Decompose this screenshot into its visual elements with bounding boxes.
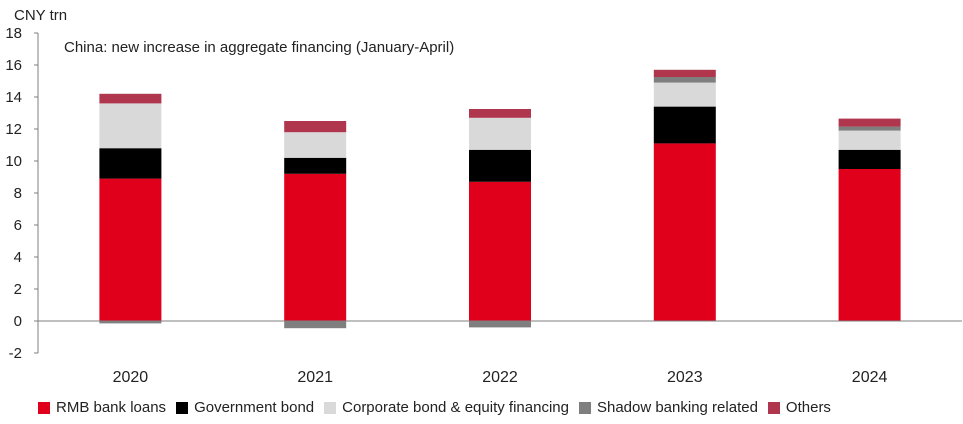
- bar-segment: [284, 132, 347, 158]
- y-tick-label: 0: [14, 313, 22, 330]
- bar-segment: [838, 118, 901, 127]
- bar-segment: [469, 117, 531, 150]
- bar-segment: [284, 157, 347, 174]
- stacked-bar-chart: CNY trn China: new increase in aggregate…: [5, 7, 962, 386]
- legend-item: Others: [767, 399, 831, 416]
- axis-layer: [34, 32, 39, 354]
- legend-item: Corporate bond & equity financing: [324, 399, 569, 416]
- x-category-label: 2020: [113, 369, 149, 386]
- bar-segment: [653, 143, 716, 321]
- y-tick-label: 8: [14, 185, 22, 202]
- legend-label: Shadow banking related: [596, 399, 758, 416]
- y-tick-label: 10: [5, 153, 22, 170]
- unit-label: CNY trn: [14, 7, 67, 24]
- y-tick-label: 14: [5, 89, 22, 106]
- y-tick-label: 2: [14, 281, 22, 298]
- bar-segment: [284, 173, 347, 321]
- y-tick-label: -2: [9, 345, 22, 362]
- x-category-label: 2023: [667, 369, 703, 386]
- legend-item: RMB bank loans: [38, 399, 166, 416]
- legend: RMB bank loans Government bond Corporate b…: [38, 399, 841, 416]
- bar-segment: [838, 169, 901, 321]
- y-tick-label: 6: [14, 217, 22, 234]
- legend-swatch: [176, 401, 189, 414]
- bar-segment: [653, 82, 716, 107]
- legend-label: RMB bank loans: [56, 399, 167, 416]
- bar-segment: [653, 69, 716, 77]
- bar-segment: [469, 321, 531, 328]
- bar-segment: [653, 77, 716, 83]
- legend-swatch: [38, 401, 50, 414]
- bar-segment: [99, 148, 162, 179]
- y-tick-label: 16: [5, 57, 22, 74]
- legend-swatch: [767, 401, 780, 414]
- chart-title: China: new increase in aggregate financi…: [64, 39, 454, 56]
- bar-segment: [838, 149, 901, 169]
- bar-segment: [284, 121, 347, 133]
- bar-segment: [284, 321, 347, 329]
- bar-segment: [469, 149, 531, 182]
- x-category-label: 2024: [852, 369, 888, 386]
- y-tick-label: 4: [14, 249, 22, 266]
- bar-segment: [99, 93, 162, 104]
- y-tick-label: 12: [5, 121, 22, 138]
- legend-label: Others: [785, 399, 831, 416]
- legend-swatch: [324, 401, 337, 414]
- bar-segment: [653, 106, 716, 144]
- legend-label: Corporate bond & equity financing: [342, 399, 569, 416]
- bar-segment: [469, 181, 531, 321]
- bar-segment: [99, 178, 162, 321]
- legend-label: Government bond: [194, 399, 315, 416]
- legend-item: Government bond: [176, 399, 314, 416]
- text-layer: CNY trn China: new increase in aggregate…: [5, 7, 887, 386]
- y-tick-label: 18: [5, 25, 22, 42]
- bar-segment: [99, 103, 162, 149]
- bar-segment: [99, 321, 162, 324]
- bars-layer: [38, 69, 962, 329]
- x-category-label: 2021: [297, 369, 333, 386]
- x-category-label: 2022: [482, 369, 518, 386]
- bar-segment: [838, 126, 901, 131]
- legend-swatch: [578, 401, 591, 414]
- legend-item: Shadow banking related: [578, 399, 758, 416]
- bar-segment: [469, 109, 531, 118]
- bar-segment: [838, 130, 901, 150]
